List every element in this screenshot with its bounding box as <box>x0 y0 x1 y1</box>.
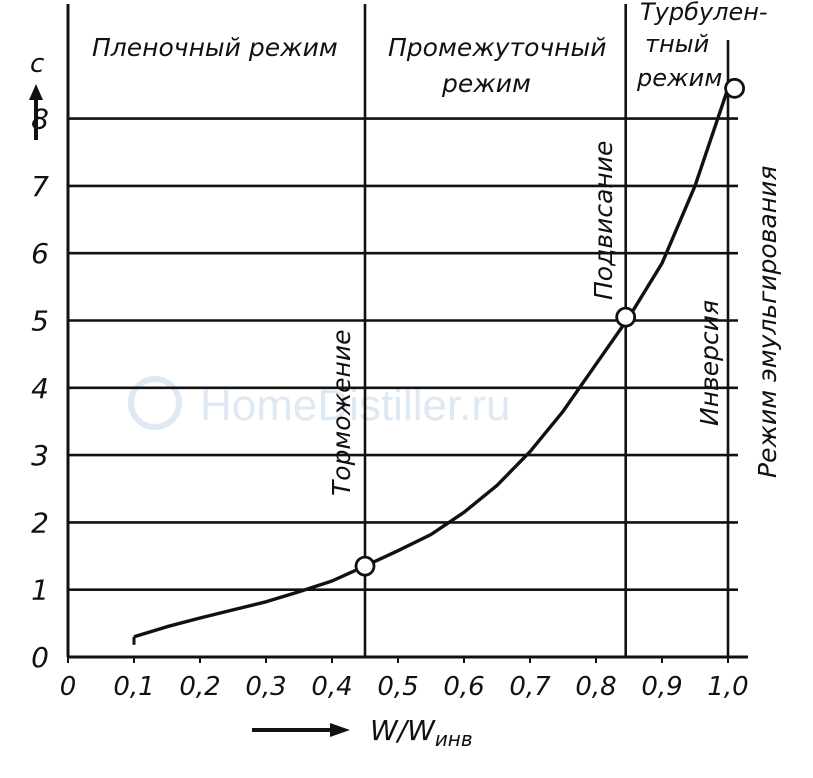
y-tick-label-0: 0 <box>31 641 49 674</box>
x-axis-label-main: W/W <box>370 714 436 747</box>
x-axis-arrow-icon <box>330 723 350 737</box>
watermark-drop-icon <box>128 376 182 430</box>
point-1 <box>615 306 637 328</box>
point-2 <box>724 77 745 99</box>
axes <box>66 4 748 663</box>
watermark: HomeDistiller.ru <box>128 376 511 430</box>
watermark-text: HomeDistiller.ru <box>200 381 511 430</box>
y-tick-label-7: 7 <box>31 170 49 203</box>
y-tick-label-3: 3 <box>31 439 49 472</box>
x-tick-label-0,4: 0,4 <box>311 672 352 702</box>
region-turbulent-label-1: Турбулен- <box>640 0 768 26</box>
y-tick-label-6: 6 <box>31 237 49 270</box>
point-0 <box>354 555 376 577</box>
region-turbulent-label-3: режим <box>636 64 722 92</box>
x-tick-label-0,7: 0,7 <box>509 672 551 702</box>
y-tick-label-5: 5 <box>31 305 49 338</box>
y-axis-label: с <box>30 49 44 79</box>
y-tick-label-4: 4 <box>31 372 49 405</box>
grid <box>68 4 738 657</box>
x-tick-label-0,2: 0,2 <box>179 672 220 702</box>
inversion-label: Инверсия <box>695 300 724 426</box>
hanging-label: Подвисание <box>589 141 618 300</box>
y-tick-label-1: 1 <box>31 574 49 607</box>
region-film-label: Пленочный режим <box>92 33 338 62</box>
region-intermediate-label-2: режим <box>441 69 531 98</box>
x-axis-label: W/Wинв <box>370 714 473 751</box>
x-tick-label-0,6: 0,6 <box>443 672 484 702</box>
y-axis-arrow-icon <box>29 84 43 100</box>
x-axis-label-sub: инв <box>435 727 473 751</box>
x-tick-label-1,0: 1,0 <box>707 672 748 702</box>
region-intermediate-label-1: Промежуточный <box>388 33 606 62</box>
braking-label: Торможение <box>327 330 356 496</box>
x-tick-label-0,8: 0,8 <box>575 672 616 702</box>
x-tick-label-0: 0 <box>60 672 77 702</box>
emulsification-label: Режим эмульгирования <box>753 166 782 478</box>
region-turbulent-label-2: тный <box>645 30 709 58</box>
x-tick-label-0,5: 0,5 <box>377 672 418 702</box>
y-tick-label-8: 8 <box>31 103 49 136</box>
points <box>354 77 745 577</box>
x-tick-label-0,9: 0,9 <box>641 672 682 702</box>
tick-labels: 0 1 2 3 4 5 6 7 8 0 0,1 0,2 0,3 0,4 0,5 0,6 0,7 0,8 0,9 1,0 <box>31 103 749 702</box>
x-tick-label-0,1: 0,1 <box>113 672 154 702</box>
y-tick-label-2: 2 <box>31 506 49 539</box>
x-tick-label-0,3: 0,3 <box>245 672 286 702</box>
